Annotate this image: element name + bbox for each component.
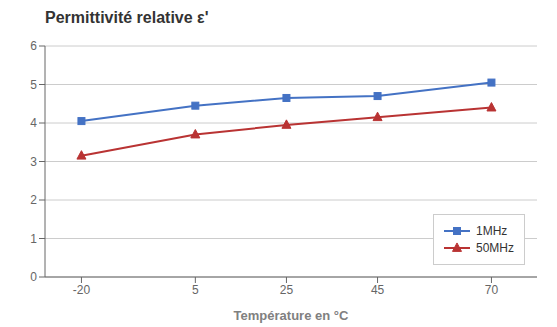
- svg-text:3: 3: [30, 155, 37, 169]
- svg-text:1: 1: [30, 232, 37, 246]
- svg-text:6: 6: [30, 39, 37, 53]
- svg-text:-20: -20: [73, 283, 91, 297]
- html-text:Permittivité relative ε': Permittivité relative ε': [45, 9, 209, 26]
- svg-text:25: 25: [280, 283, 294, 297]
- svg-text:0: 0: [30, 270, 37, 284]
- svg-text:70: 70: [485, 283, 499, 297]
- svg-text:5: 5: [30, 78, 37, 92]
- html-text:1MHz: 1MHz: [476, 224, 508, 238]
- svg-text:45: 45: [371, 283, 385, 297]
- svg-text:5: 5: [192, 283, 199, 297]
- svg-text:4: 4: [30, 116, 37, 130]
- svg-text:Température en °C: Température en °C: [234, 308, 349, 323]
- html-text:50MHz: 50MHz: [476, 241, 514, 255]
- svg-text:2: 2: [30, 193, 37, 207]
